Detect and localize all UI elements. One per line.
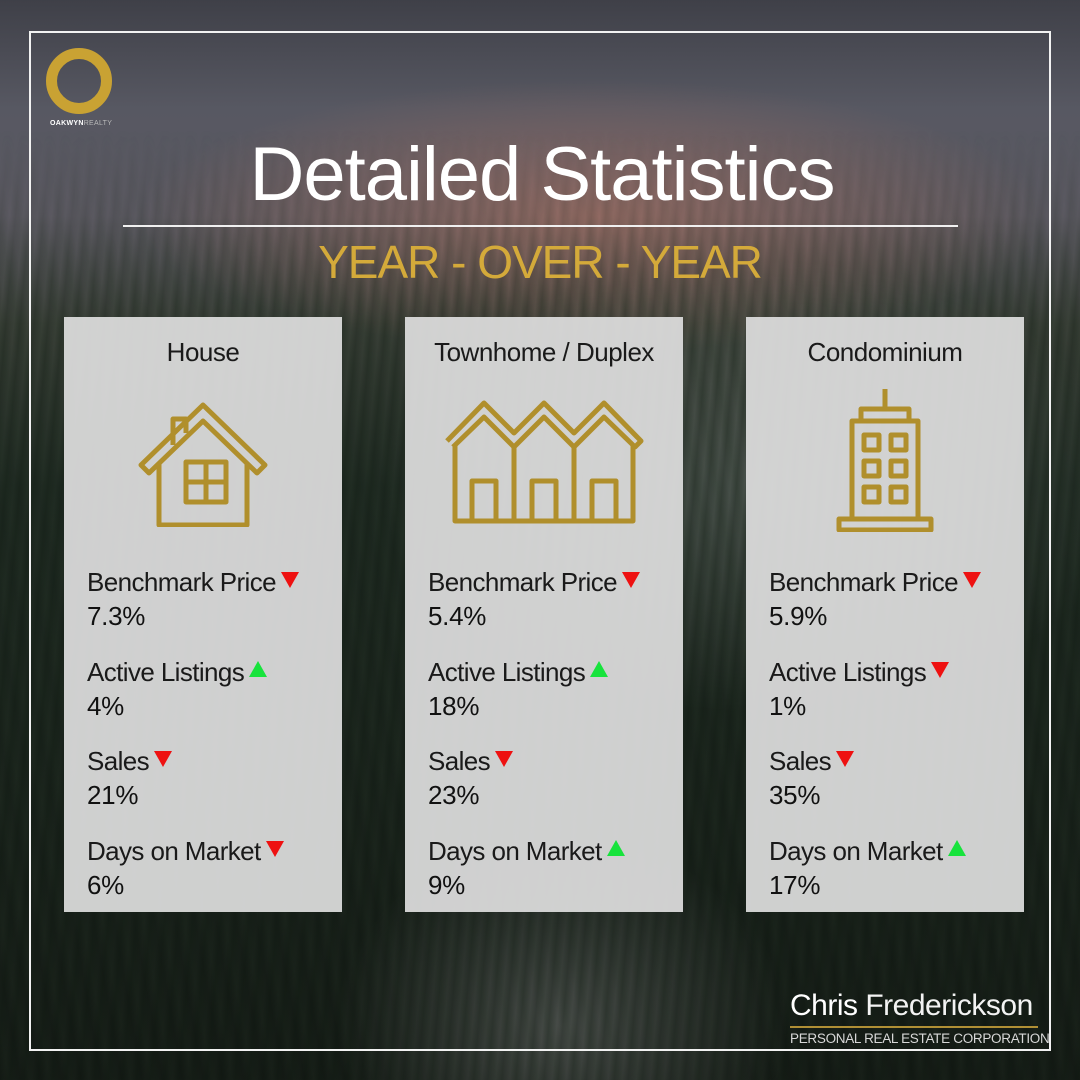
arrow-down-icon [931,661,950,678]
house-icon [64,397,342,537]
arrow-down-icon [621,572,640,588]
agent-name: Chris Frederickson [790,988,1040,1024]
logo-brand-bold: OAKWYN [50,120,84,127]
agent-last-name: Frederickson [865,989,1033,1022]
stat-value: 4% [87,690,124,721]
stats-list: Benchmark Price 5.4% Active Listings 18%… [428,565,673,923]
stat-value: 18% [428,690,480,721]
stat-label: Days on Market [428,835,602,866]
stat-label: Sales [428,746,491,776]
arrow-down-icon [154,751,173,767]
stat-sales: Sales 21% [87,744,332,834]
stats-list: Benchmark Price 5.9% Active Listings 1% … [769,565,1014,923]
signature-divider [790,1026,1038,1028]
arrow-down-icon [962,572,981,588]
townhome-icon [405,397,683,537]
arrow-down-icon [495,751,514,767]
stat-benchmark-price: Benchmark Price 7.3% [87,565,332,655]
stat-active-listings: Active Listings 1% [769,655,1014,745]
stat-label: Benchmark Price [428,567,618,597]
arrow-up-icon [606,839,625,856]
logo-wordmark: OAKWYNREALTY [50,120,120,127]
agent-tagline: PERSONAL REAL ESTATE CORPORATION [790,1031,1050,1046]
stat-label: Benchmark Price [87,567,277,597]
brokerage-logo: OAKWYNREALTY [46,48,122,127]
logo-ring-icon [46,48,112,114]
card-townhome-duplex: Townhome / Duplex Benchmark Price 5.4% A… [405,317,683,912]
stat-value: 21% [87,780,139,810]
page-subtitle: YEAR - OVER - YEAR [318,236,763,288]
stat-value: 1% [769,690,806,721]
stat-label: Active Listings [87,656,245,687]
card-house: House Benchmark Price 7.3% Active Listin… [64,317,342,912]
stat-benchmark-price: Benchmark Price 5.4% [428,565,673,655]
stat-value: 5.4% [428,601,487,631]
arrow-down-icon [836,751,855,767]
stat-days-on-market: Days on Market 6% [87,834,332,924]
stat-value: 23% [428,780,480,810]
card-title: Condominium [807,337,963,367]
stat-label: Active Listings [428,656,586,687]
stat-value: 6% [87,869,124,900]
stat-active-listings: Active Listings 4% [87,655,332,745]
stat-label: Sales [87,746,150,776]
stat-value: 17% [769,869,821,900]
agent-signature: Chris Frederickson PERSONAL REAL ESTATE … [790,988,1050,1046]
card-title: Townhome / Duplex [434,337,654,367]
stats-list: Benchmark Price 7.3% Active Listings 4% … [87,565,332,923]
arrow-up-icon [947,839,966,856]
logo-brand-light: REALTY [83,120,113,127]
arrow-up-icon [249,660,268,677]
arrow-up-icon [590,660,609,677]
stat-days-on-market: Days on Market 9% [428,834,673,924]
stat-label: Benchmark Price [769,567,959,597]
stat-sales: Sales 23% [428,744,673,834]
page-title: Detailed Statistics [249,132,835,217]
arrow-down-icon [265,840,284,857]
title-divider [123,225,958,227]
agent-first-name: Chris [790,989,858,1022]
card-title: House [166,337,240,367]
stat-active-listings: Active Listings 18% [428,655,673,745]
card-condominium: Condominium Benchmark Price 5.9% Active … [746,317,1024,912]
stat-label: Days on Market [87,835,261,866]
stat-label: Active Listings [769,656,927,687]
condo-building-icon [746,389,1024,537]
stat-value: 35% [769,780,821,810]
border-frame [29,31,1051,1051]
stat-sales: Sales 35% [769,744,1014,834]
stat-benchmark-price: Benchmark Price 5.9% [769,565,1014,655]
stat-value: 7.3% [87,601,146,631]
stat-value: 5.9% [769,601,828,631]
stat-label: Sales [769,746,832,776]
stat-value: 9% [428,869,465,900]
arrow-down-icon [280,572,299,588]
stat-label: Days on Market [769,835,943,866]
stat-days-on-market: Days on Market 17% [769,834,1014,924]
